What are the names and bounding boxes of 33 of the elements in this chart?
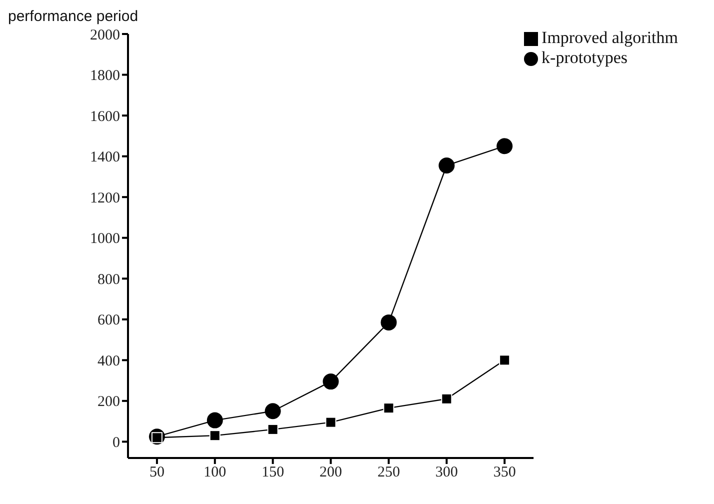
- y-tick-label: 800: [98, 272, 120, 288]
- point: [209, 430, 220, 442]
- point: [267, 424, 278, 435]
- y-tick-label: 200: [98, 394, 120, 410]
- x-tick-label: 200: [320, 464, 342, 481]
- y-tick-label: 1000: [90, 231, 120, 248]
- point: [325, 416, 336, 428]
- y-tick-label: 400: [98, 353, 120, 370]
- point: [383, 402, 394, 414]
- x-tick-label: 300: [435, 464, 458, 481]
- point: [322, 374, 339, 390]
- point: [496, 138, 513, 154]
- point: [264, 403, 281, 420]
- y-tick-label: 2000: [90, 27, 120, 44]
- x-tick-label: 350: [493, 464, 516, 481]
- legend-label: k-prototypes: [542, 48, 628, 67]
- point: [438, 157, 455, 174]
- y-tick-label: 600: [98, 312, 120, 329]
- x-tick-label: 100: [204, 464, 226, 481]
- y-tick-label: 1400: [90, 150, 120, 166]
- y-tick-label: 1200: [90, 190, 120, 206]
- x-tick-label: 50: [149, 464, 164, 481]
- point: [380, 314, 397, 330]
- y-tick-label: 0: [112, 435, 120, 452]
- x-tick-label: 250: [377, 464, 400, 481]
- y-tick-label: 1800: [90, 68, 120, 84]
- y-tick-label: 1600: [90, 108, 120, 125]
- point: [206, 412, 223, 428]
- legend-label: Improved algorithm: [542, 28, 678, 47]
- point: [499, 354, 510, 366]
- point: [441, 393, 452, 404]
- x-tick-label: 150: [262, 464, 284, 481]
- y-axis-title: performance period: [8, 8, 138, 25]
